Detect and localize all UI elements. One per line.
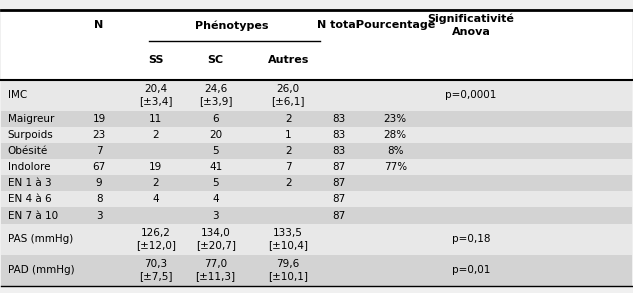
- Text: 87: 87: [332, 210, 345, 221]
- Text: SC: SC: [208, 55, 223, 65]
- Text: 2: 2: [153, 130, 159, 140]
- Bar: [1, 143, 632, 159]
- Text: SS: SS: [148, 55, 163, 65]
- Text: 67: 67: [92, 162, 106, 172]
- Text: 126,2
[±12,0]: 126,2 [±12,0]: [136, 228, 176, 250]
- Text: 23: 23: [92, 130, 106, 140]
- Bar: [1, 159, 632, 175]
- Bar: [1, 127, 632, 143]
- Text: 83: 83: [332, 130, 345, 140]
- Text: 20: 20: [209, 130, 222, 140]
- Text: 11: 11: [149, 114, 163, 124]
- Text: 70,3
[±7,5]: 70,3 [±7,5]: [139, 259, 173, 282]
- Text: 2: 2: [285, 114, 291, 124]
- Text: 3: 3: [96, 210, 103, 221]
- Text: 8%: 8%: [387, 146, 403, 156]
- Text: 7: 7: [96, 146, 103, 156]
- Text: p=0,18: p=0,18: [452, 234, 490, 244]
- Text: 133,5
[±10,4]: 133,5 [±10,4]: [268, 228, 308, 250]
- Text: 87: 87: [332, 178, 345, 188]
- Text: Autres: Autres: [268, 55, 309, 65]
- Text: N: N: [94, 20, 104, 30]
- Text: EN 4 à 6: EN 4 à 6: [8, 195, 51, 205]
- Text: 26,0
[±6,1]: 26,0 [±6,1]: [272, 84, 305, 107]
- Text: Significativité
Anova: Significativité Anova: [427, 14, 515, 37]
- Text: 4: 4: [212, 195, 219, 205]
- Text: 1: 1: [285, 130, 291, 140]
- Text: 2: 2: [285, 146, 291, 156]
- Text: 77%: 77%: [384, 162, 407, 172]
- Text: 83: 83: [332, 146, 345, 156]
- Text: Phénotypes: Phénotypes: [195, 20, 268, 30]
- Text: PAD (mmHg): PAD (mmHg): [8, 265, 74, 275]
- Text: Maigreur: Maigreur: [8, 114, 54, 124]
- Text: 5: 5: [212, 146, 219, 156]
- Text: p=0,01: p=0,01: [452, 265, 490, 275]
- Text: 87: 87: [332, 162, 345, 172]
- Text: 20,4
[±3,4]: 20,4 [±3,4]: [139, 84, 173, 107]
- Text: 9: 9: [96, 178, 103, 188]
- Text: EN 1 à 3: EN 1 à 3: [8, 178, 51, 188]
- Text: IMC: IMC: [8, 90, 27, 100]
- Text: 24,6
[±3,9]: 24,6 [±3,9]: [199, 84, 232, 107]
- Text: 4: 4: [153, 195, 159, 205]
- Text: 28%: 28%: [384, 130, 407, 140]
- Bar: [1, 175, 632, 191]
- Text: 2: 2: [285, 178, 291, 188]
- Text: 19: 19: [149, 162, 163, 172]
- Text: EN 7 à 10: EN 7 à 10: [8, 210, 58, 221]
- Text: 8: 8: [96, 195, 103, 205]
- Text: 5: 5: [212, 178, 219, 188]
- Bar: [1, 111, 632, 127]
- Text: 2: 2: [153, 178, 159, 188]
- Text: 134,0
[±20,7]: 134,0 [±20,7]: [196, 228, 235, 250]
- Text: 7: 7: [285, 162, 291, 172]
- Text: 3: 3: [212, 210, 219, 221]
- Text: 87: 87: [332, 195, 345, 205]
- Text: Pourcentage: Pourcentage: [356, 20, 435, 30]
- Text: 79,6
[±10,1]: 79,6 [±10,1]: [268, 259, 308, 282]
- Text: Surpoids: Surpoids: [8, 130, 53, 140]
- Bar: [1, 207, 632, 224]
- Text: Indolore: Indolore: [8, 162, 50, 172]
- Text: 41: 41: [209, 162, 222, 172]
- Text: 6: 6: [212, 114, 219, 124]
- Bar: [1, 191, 632, 207]
- Text: N total: N total: [317, 20, 360, 30]
- Text: 83: 83: [332, 114, 345, 124]
- Text: 19: 19: [92, 114, 106, 124]
- Text: PAS (mmHg): PAS (mmHg): [8, 234, 73, 244]
- Text: 23%: 23%: [384, 114, 407, 124]
- Text: p=0,0001: p=0,0001: [445, 90, 497, 100]
- Text: 77,0
[±11,3]: 77,0 [±11,3]: [196, 259, 235, 282]
- Text: Obésité: Obésité: [8, 146, 48, 156]
